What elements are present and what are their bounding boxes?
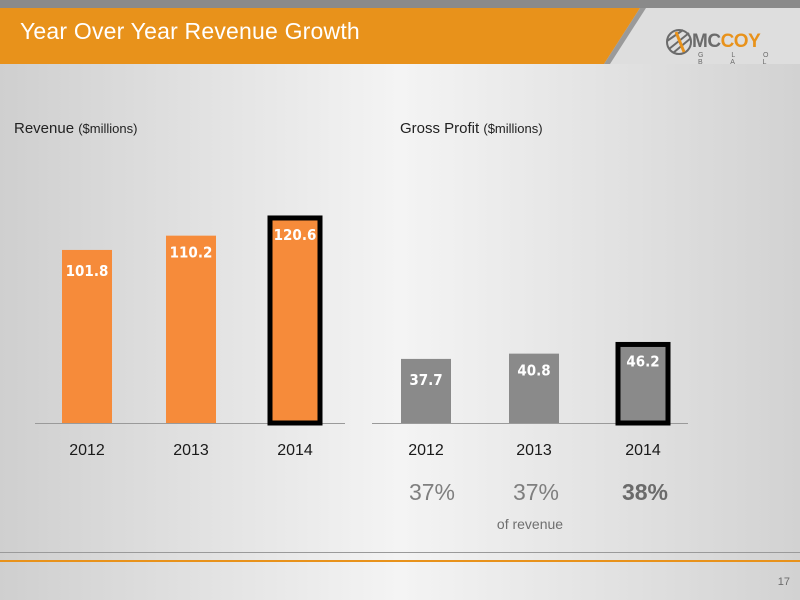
revenue-panel-title: Revenue ($millions) [14, 120, 137, 137]
profit-panel-title: Gross Profit ($millions) [400, 120, 543, 137]
revenue-x-tick-2014: 2014 [277, 442, 313, 459]
profit-bar-2012 [401, 358, 451, 423]
revenue-x-tick-2012: 2012 [69, 442, 105, 459]
profit-unit: ($millions) [483, 121, 543, 136]
footer-accent-rule [0, 560, 800, 562]
page-number: 17 [777, 576, 790, 588]
profit-value-label-2013: 40.8 [517, 362, 550, 380]
revenue-bar-2014 [267, 215, 323, 426]
profit-bar-2013 [509, 353, 559, 423]
revenue-value-label-2014: 120.6 [274, 226, 317, 244]
margin-note: of revenue [496, 516, 564, 532]
margin-2014: 38% [621, 479, 669, 505]
profit-x-tick-2014: 2014 [625, 442, 661, 459]
globe-icon [666, 29, 692, 55]
logo-wordmark: MCCOY [692, 31, 761, 53]
revenue-title: Revenue [14, 120, 75, 137]
revenue-bar-2012 [62, 249, 112, 423]
revenue-bar-2013 [166, 235, 216, 423]
revenue-value-label-2013: 110.2 [170, 244, 213, 262]
logo-coy: COY [720, 31, 761, 52]
logo-subtitle: G L O B A L [698, 52, 782, 66]
profit-x-tick-2012: 2012 [408, 442, 444, 459]
revenue-unit: ($millions) [78, 121, 138, 136]
margin-2013: 37% [512, 479, 560, 505]
profit-title: Gross Profit [400, 120, 480, 137]
profit-value-label-2012: 37.7 [409, 371, 442, 389]
top-rule [0, 0, 800, 8]
mccoy-logo: MCCOY G L O B A L [664, 24, 790, 68]
logo-mc: MC [692, 31, 721, 52]
profit-value-label-2014: 46.2 [626, 352, 659, 370]
title-banner [0, 8, 800, 64]
revenue-value-label-2012: 101.8 [66, 262, 109, 280]
profit-bar-2014 [615, 341, 671, 426]
revenue-x-tick-2013: 2013 [173, 442, 209, 459]
slide-title: Year Over Year Revenue Growth [20, 18, 360, 44]
footer-rule [0, 552, 800, 553]
profit-x-tick-2013: 2013 [516, 442, 552, 459]
margin-2012: 37% [408, 479, 456, 505]
